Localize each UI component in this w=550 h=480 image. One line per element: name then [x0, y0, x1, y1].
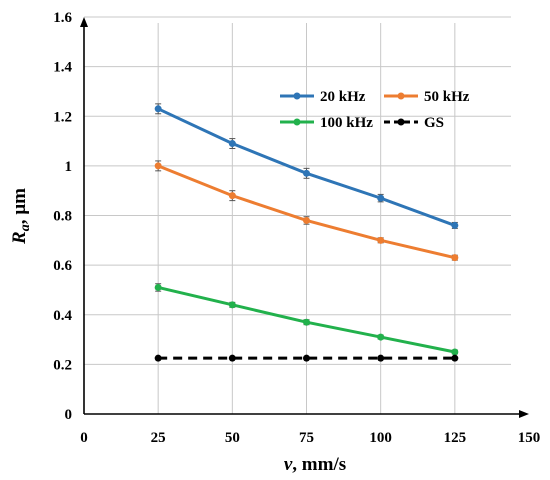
series-gs [154, 354, 459, 362]
legend: 20 kHz 50 kHz 100 kHz GS [280, 89, 470, 131]
series-100-khz [154, 283, 459, 356]
grid [84, 16, 511, 414]
data-point [228, 140, 236, 148]
y-axis-title: Ra, µm [9, 188, 33, 245]
y-tick-label: 1 [65, 159, 73, 175]
data-point [154, 283, 162, 291]
legend-swatch-marker [397, 118, 405, 126]
legend-swatch-marker [293, 118, 301, 126]
y-axis-variable: R [9, 231, 30, 245]
legend-swatch-marker [397, 92, 405, 100]
data-point [451, 354, 459, 362]
data-point [377, 354, 385, 362]
y-tick-label: 0.8 [53, 209, 72, 225]
x-tick-label: 25 [151, 430, 166, 446]
series-lines [154, 103, 459, 362]
data-point [303, 354, 310, 362]
x-tick-label: 75 [299, 430, 314, 446]
tick-labels: 0 0.2 0.4 0.6 0.8 1 1.2 1.4 1.6 0 25 50 75 100 125 150 [53, 10, 540, 446]
data-point [377, 194, 385, 202]
x-tick-label: 50 [225, 430, 240, 446]
x-tick-label: 100 [369, 430, 392, 446]
y-tick-label: 0.2 [53, 357, 72, 373]
legend-entry: 20 kHz [280, 89, 366, 105]
data-point [303, 216, 310, 224]
data-point [154, 105, 162, 113]
x-axis-variable: v [284, 454, 293, 475]
data-point [228, 192, 236, 200]
data-point [451, 221, 459, 229]
series-50-khz [154, 160, 459, 262]
data-point [377, 236, 385, 244]
legend-entry: GS [384, 115, 444, 131]
y-axis-arrow [80, 17, 88, 27]
data-point [303, 169, 310, 177]
y-axis-subscript: a [18, 224, 33, 231]
series-20-khz [154, 103, 459, 229]
data-point [377, 333, 385, 341]
legend-label: 20 kHz [320, 89, 366, 105]
legend-entry: 100 kHz [280, 115, 373, 131]
data-point [154, 162, 162, 170]
data-point [228, 301, 236, 309]
legend-entry: 50 kHz [384, 89, 470, 105]
y-axis-unit: , µm [9, 188, 30, 224]
y-tick-label: 1.2 [53, 109, 72, 125]
x-axis-title: v, mm/s [284, 454, 346, 475]
data-point [303, 318, 310, 326]
y-tick-label: 0.4 [53, 308, 72, 324]
data-point [154, 354, 162, 362]
x-tick-label: 0 [80, 430, 88, 446]
legend-label: 100 kHz [320, 115, 373, 131]
axes [80, 17, 529, 418]
x-tick-label: 125 [444, 430, 467, 446]
legend-label: 50 kHz [424, 89, 470, 105]
legend-label: GS [424, 115, 444, 131]
x-tick-label: 150 [518, 430, 541, 446]
data-point [451, 348, 459, 356]
x-axis-unit: , mm/s [292, 454, 346, 475]
y-tick-label: 1.6 [53, 10, 72, 26]
y-tick-label: 0 [65, 407, 73, 423]
y-tick-label: 1.4 [53, 60, 72, 76]
x-axis-arrow [519, 410, 529, 418]
data-point [451, 254, 459, 262]
legend-swatch-marker [293, 92, 301, 100]
data-point [228, 354, 236, 362]
y-tick-label: 0.6 [53, 258, 72, 274]
